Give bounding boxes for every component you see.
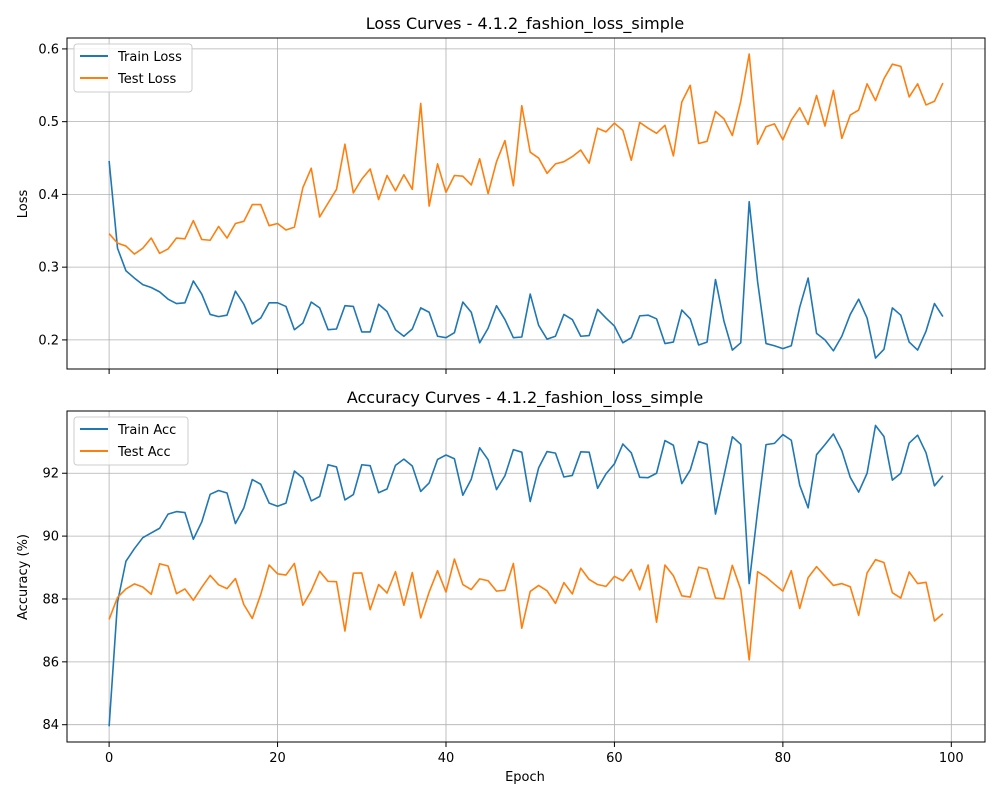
accuracy-x-tick-label: 20	[269, 751, 286, 766]
loss-y-tick-label: 0.4	[38, 188, 59, 203]
accuracy-x-tick-label: 60	[606, 751, 623, 766]
legend-label-train-loss: Train Loss	[117, 50, 182, 65]
accuracy-legend: Train Acc Test Acc	[73, 416, 189, 466]
series-line-test-acc	[108, 558, 944, 661]
legend-label-test-acc: Test Acc	[117, 445, 171, 460]
accuracy-x-axis-label: Epoch	[505, 770, 545, 785]
accuracy-x-tick-label: 80	[775, 751, 792, 766]
accuracy-x-tick-label: 0	[105, 751, 113, 766]
accuracy-series	[108, 424, 944, 727]
legend-label-test-loss: Test Loss	[117, 72, 176, 87]
accuracy-x-tick-label: 40	[438, 751, 455, 766]
loss-y-tick-label: 0.2	[38, 333, 59, 348]
accuracy-x-tick-label: 100	[939, 751, 964, 766]
loss-chart-title: Loss Curves - 4.1.2_fashion_loss_simple	[366, 14, 684, 34]
loss-plot-frame	[66, 37, 986, 370]
accuracy-y-axis-label: Accuracy (%)	[16, 534, 31, 620]
loss-y-tick-label: 0.6	[38, 42, 59, 57]
legend-label-train-acc: Train Acc	[117, 423, 176, 438]
loss-legend: Train Loss Test Loss	[73, 43, 193, 93]
loss-y-axis-label: Loss	[16, 190, 31, 219]
loss-ticks: 0.2 0.3 0.4 0.5 0.6	[38, 42, 952, 374]
series-line-train-acc	[108, 424, 944, 727]
accuracy-ticks: 0 20 40 60 80 100 84 86 88 90 92	[42, 467, 963, 766]
accuracy-y-tick-label: 92	[42, 467, 59, 482]
accuracy-y-tick-label: 86	[42, 655, 59, 670]
loss-y-tick-label: 0.3	[38, 261, 59, 276]
loss-chart: Loss Curves - 4.1.2_fashion_loss_simple …	[16, 14, 986, 374]
loss-grid	[67, 38, 985, 369]
series-line-test-loss	[108, 53, 944, 255]
accuracy-chart-title: Accuracy Curves - 4.1.2_fashion_loss_sim…	[347, 388, 703, 408]
accuracy-y-tick-label: 84	[42, 718, 59, 733]
accuracy-plot-frame	[66, 410, 986, 743]
loss-y-tick-label: 0.5	[38, 115, 59, 130]
accuracy-y-tick-label: 88	[42, 592, 59, 607]
accuracy-chart: Accuracy Curves - 4.1.2_fashion_loss_sim…	[16, 388, 986, 785]
loss-series	[108, 53, 944, 359]
series-line-train-loss	[108, 160, 944, 359]
accuracy-y-tick-label: 90	[42, 530, 59, 545]
